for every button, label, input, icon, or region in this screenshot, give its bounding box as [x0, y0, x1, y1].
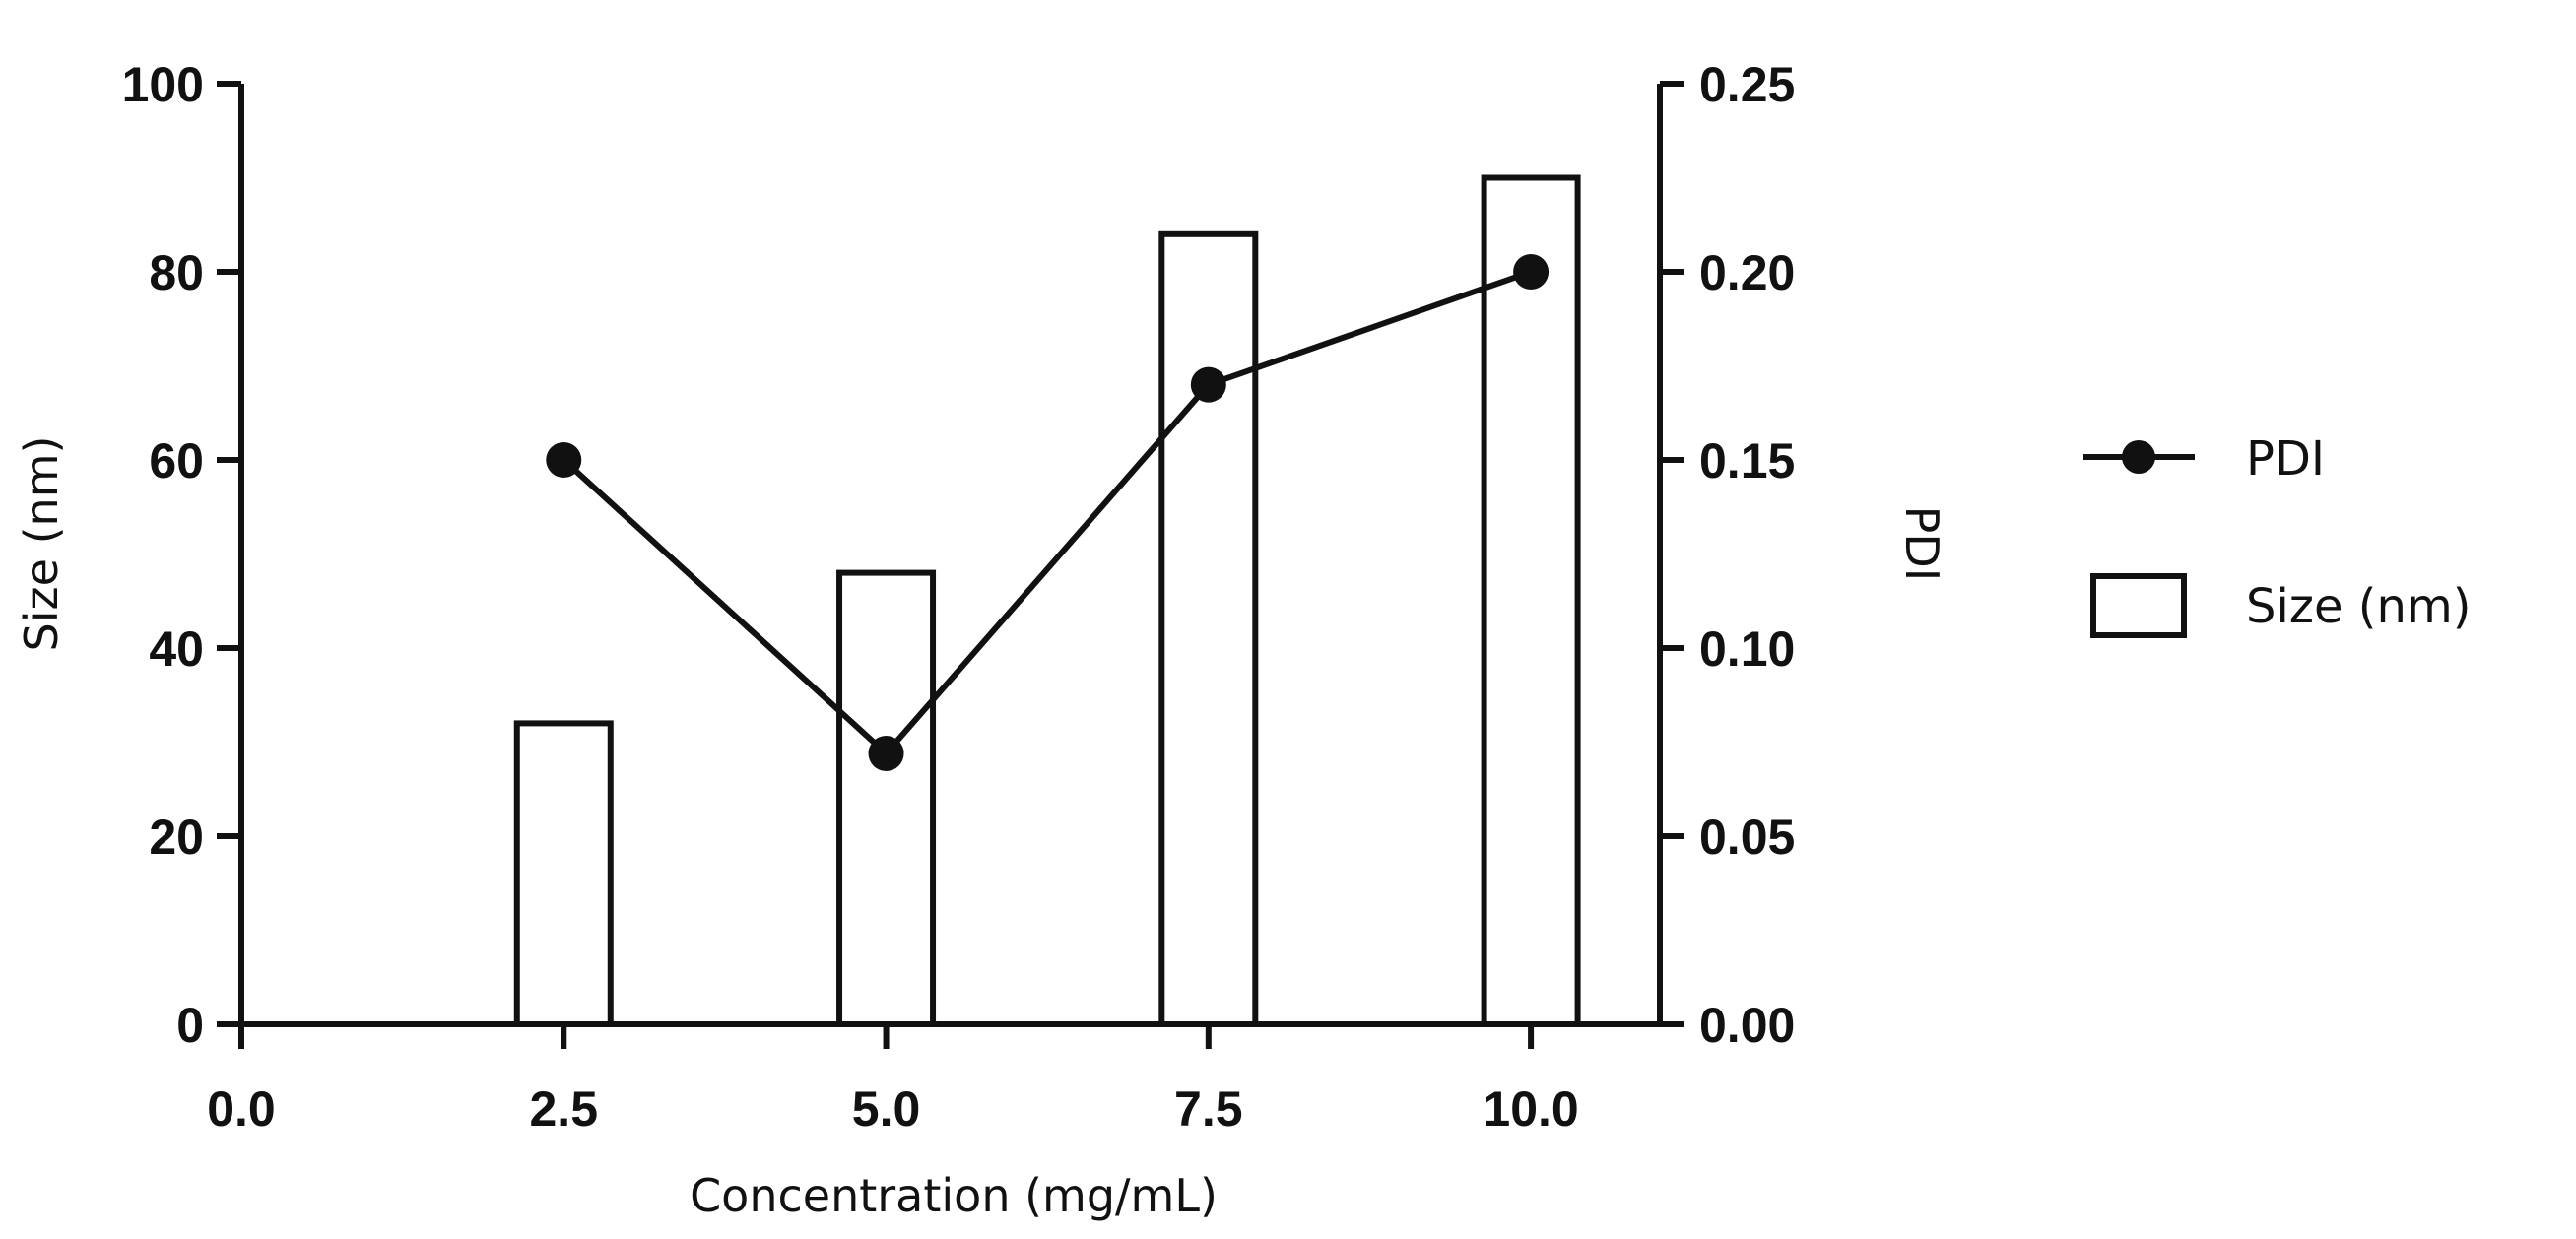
- y2-axis-title: PDI: [1895, 506, 1949, 582]
- y-tick-label: 20: [149, 810, 204, 865]
- tick-labels: 0 20 40 60 80 100 0.00 0.05 0.10 0.15 0.20 0.25 0.0 2…: [122, 57, 1796, 1137]
- y2-tick-label: 0.25: [1699, 57, 1795, 112]
- pdi-line: [561, 269, 1533, 756]
- y-tick-label: 80: [149, 245, 204, 300]
- y2-tick-label: 0.15: [1699, 433, 1795, 489]
- pdi-point: [868, 735, 904, 771]
- y-tick-label: 40: [149, 621, 204, 677]
- y-tick-label: 60: [149, 433, 204, 489]
- legend: PDI Size (nm): [2083, 431, 2471, 638]
- y2-tick-label: 0.10: [1699, 621, 1795, 677]
- pdi-point: [1513, 254, 1550, 290]
- y2-tick-label: 0.00: [1699, 998, 1795, 1053]
- axes: [217, 81, 1684, 1049]
- y-axis-title: Size (nm): [15, 436, 68, 652]
- legend-size-swatch: [2090, 573, 2187, 638]
- size-bars: [513, 174, 1581, 1028]
- legend-pdi-label: PDI: [2246, 431, 2325, 487]
- legend-size-label: Size (nm): [2246, 579, 2471, 634]
- size-bar: [513, 720, 614, 1028]
- pdi-point: [1190, 366, 1226, 403]
- y-tick-label: 0: [176, 998, 204, 1053]
- x-tick-label: 2.5: [530, 1081, 599, 1137]
- y2-tick-label: 0.05: [1699, 810, 1795, 865]
- size-bar: [1158, 230, 1259, 1028]
- x-tick-label: 10.0: [1483, 1081, 1578, 1137]
- x-tick-label: 7.5: [1174, 1081, 1243, 1137]
- pdi-point: [546, 442, 582, 478]
- y-tick-label: 100: [122, 57, 204, 112]
- x-axis-title: Concentration (mg/mL): [690, 1169, 1218, 1222]
- x-tick-label: 0.0: [207, 1081, 276, 1137]
- y2-tick-label: 0.20: [1699, 245, 1795, 300]
- x-tick-label: 5.0: [852, 1081, 921, 1137]
- pdi-line-series: [546, 254, 1550, 771]
- size-bar: [836, 569, 937, 1027]
- legend-pdi-marker: [2122, 440, 2155, 474]
- size-bar: [1481, 174, 1581, 1027]
